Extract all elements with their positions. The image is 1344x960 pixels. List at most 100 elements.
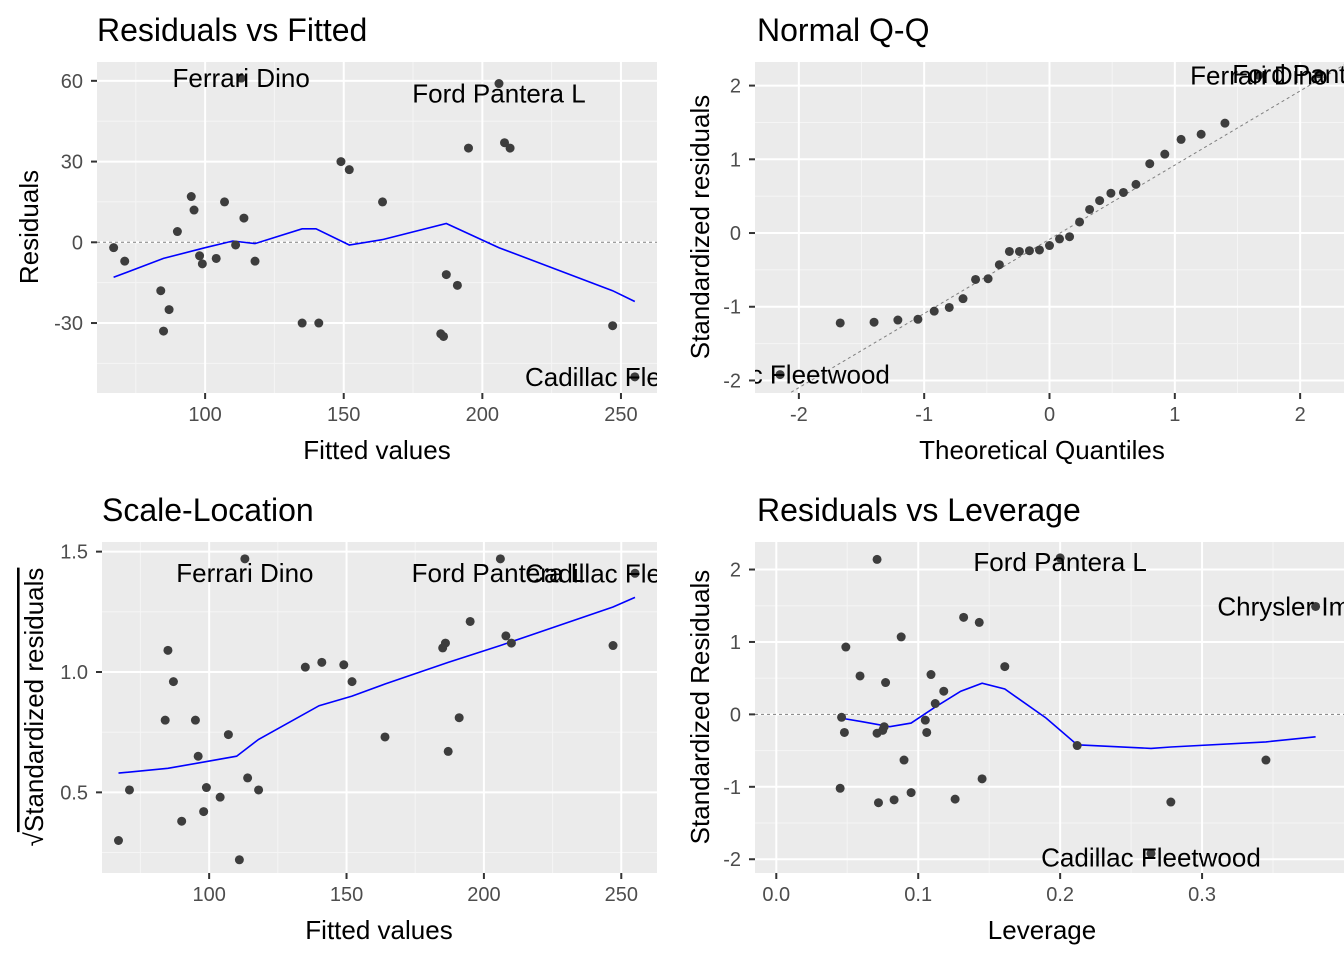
data-point xyxy=(1055,553,1065,563)
data-point xyxy=(1261,755,1271,765)
x-tick-label: 1 xyxy=(1169,404,1180,426)
data-point xyxy=(869,317,879,327)
point-label: Cadillac Fleetwood xyxy=(1041,842,1261,872)
chart-panel-3: 100 150 200 250 0.5 1.0 1.5 Ferrari Dino Ford Pa… xyxy=(19,492,657,945)
panel-background xyxy=(97,62,657,393)
x-tick-label: 150 xyxy=(330,884,363,906)
data-point xyxy=(378,197,388,207)
data-point xyxy=(920,715,930,725)
data-point xyxy=(855,671,865,681)
data-point xyxy=(835,783,845,793)
smooth-line xyxy=(118,596,636,774)
data-point xyxy=(190,715,200,725)
data-point xyxy=(1118,187,1128,197)
y-tick-label: 0 xyxy=(72,232,83,254)
data-point xyxy=(197,259,207,269)
data-point xyxy=(1085,204,1095,214)
data-point xyxy=(336,157,346,167)
smooth-line xyxy=(840,682,1316,750)
x-tick-label: 2 xyxy=(1295,404,1306,426)
data-point xyxy=(163,645,173,655)
data-point xyxy=(120,256,130,266)
data-point xyxy=(1095,196,1105,206)
data-point xyxy=(501,631,511,641)
data-point xyxy=(1000,662,1010,672)
data-point xyxy=(1145,159,1155,169)
data-point xyxy=(1131,179,1141,189)
data-point xyxy=(1166,797,1176,807)
data-point xyxy=(608,641,618,651)
data-point xyxy=(930,699,940,709)
data-point xyxy=(463,143,473,153)
smooth-line xyxy=(113,222,636,303)
data-point xyxy=(505,143,515,153)
y-tick-label: 60 xyxy=(61,71,83,93)
y-tick-label: 2 xyxy=(730,76,741,98)
data-point xyxy=(608,321,618,331)
point-label: Cadillac Fleetwood xyxy=(670,360,890,390)
data-point xyxy=(500,138,510,148)
y-axis-title: √Standardized residuals xyxy=(19,568,49,847)
data-point xyxy=(994,260,1004,270)
data-point xyxy=(347,677,357,687)
data-point xyxy=(452,280,462,290)
data-point xyxy=(254,785,264,795)
chart-title: Normal Q-Q xyxy=(757,12,929,48)
data-point xyxy=(1146,848,1156,858)
sqrt-symbol: √ xyxy=(19,831,49,846)
chart-title: Residuals vs Leverage xyxy=(757,492,1081,528)
x-tick-label: 250 xyxy=(604,404,637,426)
data-point xyxy=(1106,188,1116,198)
y-tick-label: -30 xyxy=(54,313,83,335)
data-point xyxy=(889,795,899,805)
x-tick-label: 0 xyxy=(1044,404,1055,426)
x-tick-label: 0.1 xyxy=(904,884,932,906)
x-tick-label: 250 xyxy=(605,884,638,906)
data-point xyxy=(236,73,246,83)
data-point xyxy=(1160,149,1170,159)
x-axis-title: Leverage xyxy=(988,915,1096,945)
data-point xyxy=(841,642,851,652)
data-point xyxy=(958,294,968,304)
data-point xyxy=(300,662,310,672)
data-point xyxy=(879,722,889,732)
data-point xyxy=(156,286,166,296)
x-tick-label: 100 xyxy=(192,884,225,906)
data-point xyxy=(494,79,504,89)
data-point xyxy=(465,616,475,626)
data-point xyxy=(1254,70,1264,80)
data-point xyxy=(775,370,785,380)
y-tick-label: -1 xyxy=(723,777,741,799)
data-point xyxy=(971,274,981,284)
y-tick-label: -1 xyxy=(723,297,741,319)
data-point xyxy=(899,755,909,765)
x-axis-title: Fitted values xyxy=(305,915,452,945)
data-point xyxy=(873,798,883,808)
data-point xyxy=(939,686,949,696)
data-point xyxy=(159,326,169,336)
data-point xyxy=(959,612,969,622)
x-tick-label: 150 xyxy=(327,404,360,426)
data-point xyxy=(929,306,939,316)
y-tick-label: 30 xyxy=(61,152,83,174)
data-point xyxy=(1065,232,1075,242)
data-point xyxy=(443,746,453,756)
y-tick-label: -2 xyxy=(723,849,741,871)
y-tick-label: -2 xyxy=(723,370,741,392)
data-point xyxy=(1314,69,1324,79)
data-point xyxy=(297,318,307,328)
data-point xyxy=(314,318,324,328)
plot-area: Ford Pantera L Chrysler Imperial Cadillac … xyxy=(755,547,1344,872)
data-point xyxy=(1055,234,1065,244)
data-point xyxy=(317,657,327,667)
data-point xyxy=(630,372,640,382)
data-point xyxy=(189,205,199,215)
qq-reference-line xyxy=(788,64,1344,393)
data-point xyxy=(906,788,916,798)
data-point xyxy=(837,712,847,722)
data-point xyxy=(1034,245,1044,255)
